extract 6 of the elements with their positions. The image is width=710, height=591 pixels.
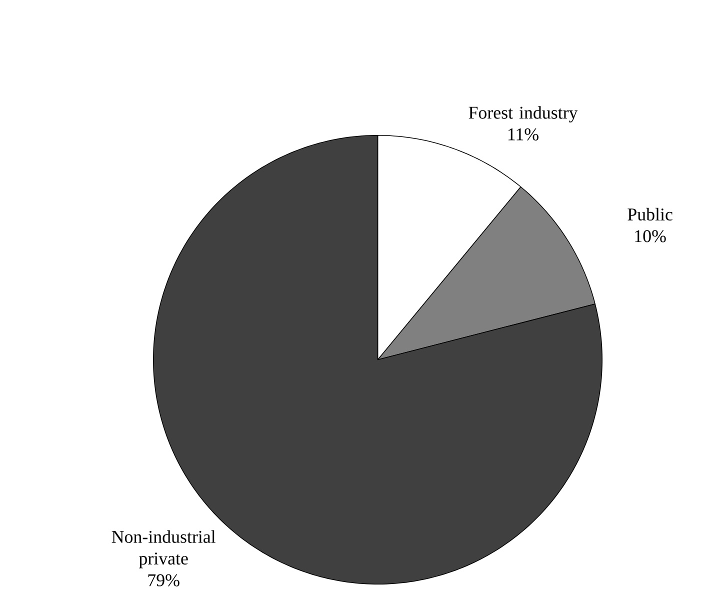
slice-label: Public <box>628 208 672 221</box>
data-label: 10% <box>635 230 666 242</box>
slice-label: Non-industrial private <box>112 530 216 568</box>
data-label: 79% <box>148 574 180 586</box>
slice-label: Forest industry <box>468 106 578 123</box>
data-label: 11% <box>508 128 538 141</box>
